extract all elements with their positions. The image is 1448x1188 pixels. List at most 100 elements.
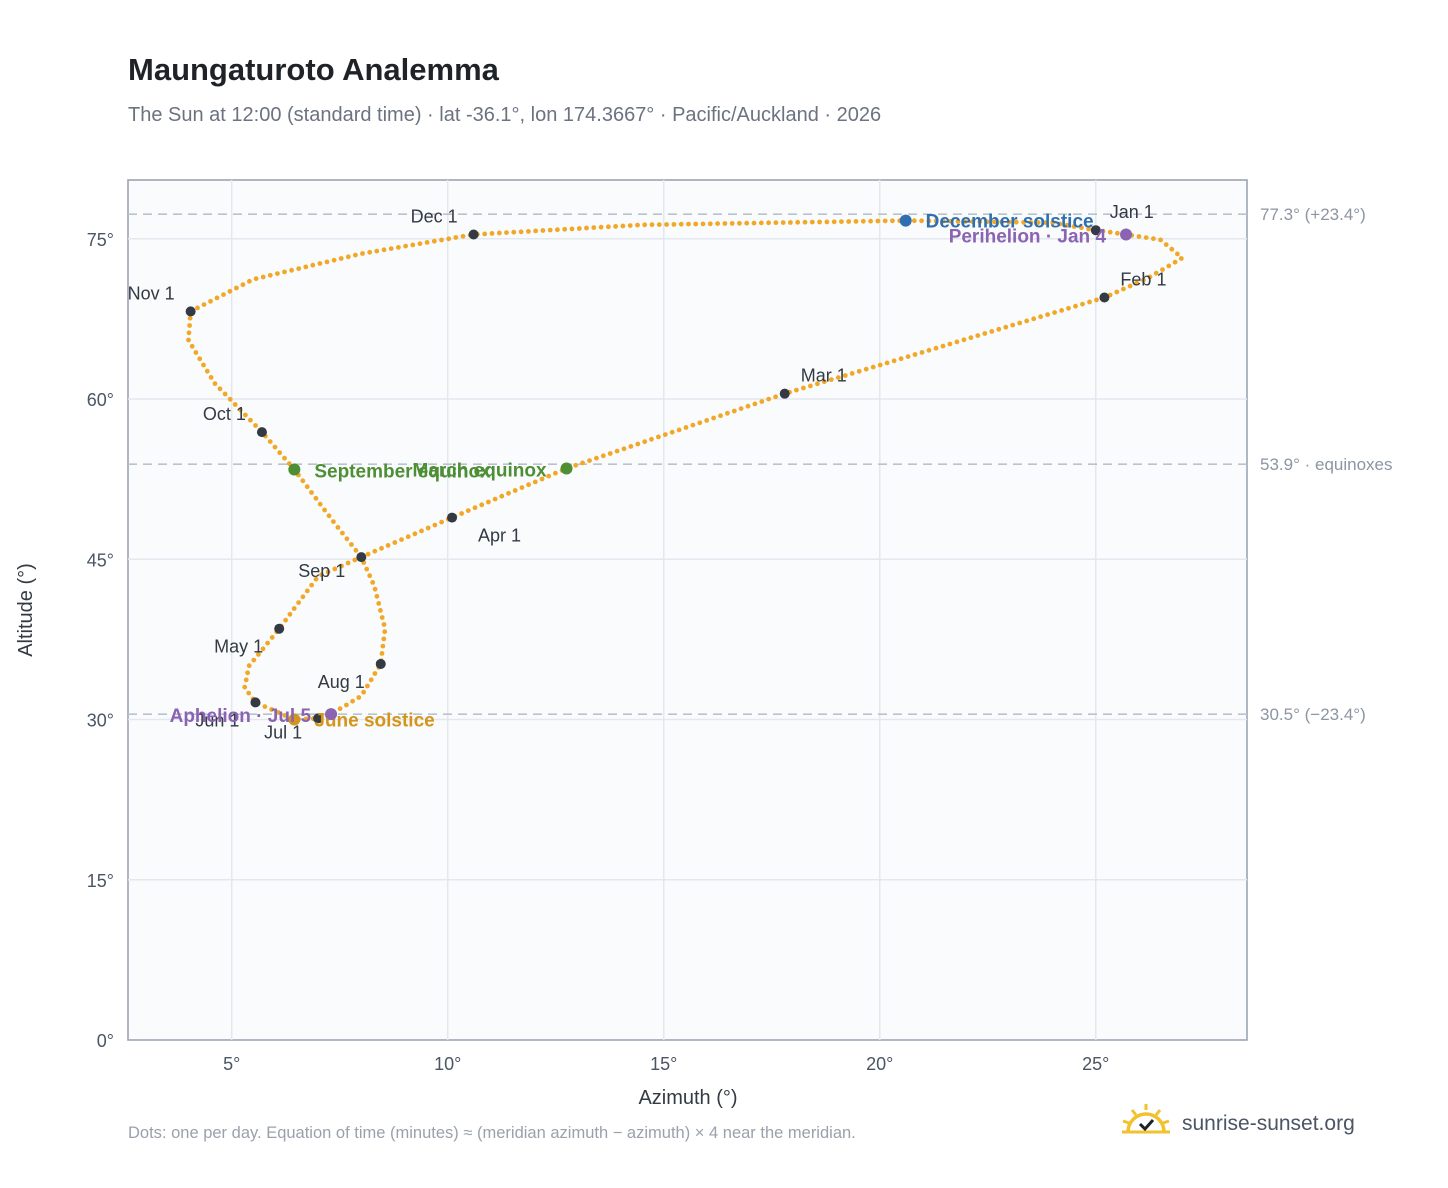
daily-dot [187,315,193,321]
daily-dot [1086,226,1091,232]
daily-dot [246,663,252,669]
daily-dot [1006,219,1012,225]
month-label: Apr 1 [478,526,521,546]
daily-dot [370,580,376,585]
x-tick-label: 5° [223,1054,240,1074]
x-tick-label: 15° [650,1054,677,1074]
daily-dot [1094,297,1099,303]
daily-dot [291,606,297,611]
reference-lines: 77.3° (+23.4°) 53.9° · equinoxes 30.5° (−2… [128,205,1393,724]
daily-dot [1172,259,1178,265]
daily-dot [766,396,772,402]
daily-dot [353,547,359,553]
daily-dot [821,379,827,385]
daily-dot [977,219,983,225]
daily-dot [649,436,654,442]
month-label: Jun 1 [195,710,239,730]
daily-dot [277,450,283,456]
daily-dot [506,490,511,496]
daily-dot [1166,263,1172,269]
event-marker [288,713,301,726]
brand-logo[interactable]: sunrise-sunset.org [1120,1103,1355,1144]
daily-dot [356,695,362,700]
daily-dot [1175,251,1180,257]
event-label: June solstice [314,711,434,732]
month-label: Jul 1 [264,722,302,742]
daily-dot [240,282,246,288]
daily-dot [546,473,552,479]
daily-dot [591,225,597,231]
daily-dot [325,569,331,575]
daily-dot [606,224,611,230]
daily-dot [1035,220,1041,225]
daily-dot [350,698,355,704]
daily-dot [562,226,568,232]
daily-dot [1064,222,1070,228]
daily-dot [221,292,226,297]
daily-dot [317,501,323,507]
daily-dot [1038,314,1043,320]
daily-dot [217,386,223,392]
daily-dot [1160,267,1165,272]
daily-dot [1136,234,1142,239]
daily-dot [989,329,995,334]
reference-line-label: 30.5° (−23.4°) [1260,705,1366,724]
daily-dot [898,356,904,362]
daily-dot [392,540,398,545]
daily-dot [234,285,239,291]
month-label: Feb 1 [1120,270,1166,290]
daily-dot [587,458,592,463]
daily-dot [1134,280,1140,286]
month-marker [447,512,458,523]
event-label: September equinox [314,462,491,483]
daily-dot [584,225,589,231]
daily-dot [335,525,341,530]
daily-dot [283,617,288,623]
daily-dot [817,219,822,225]
daily-dot [186,330,192,336]
daily-dot [607,451,613,456]
month-marker [356,552,367,563]
daily-dot [511,229,517,235]
daily-dot [870,364,876,370]
daily-dot [540,228,546,233]
daily-dot [758,220,764,226]
daily-dot [759,399,765,404]
daily-dot [459,511,464,516]
daily-dot [738,406,744,411]
daily-dot [715,221,720,227]
daily-dot [303,264,309,270]
daily-dot [309,490,314,495]
daily-dot [326,513,332,519]
daily-dot [961,337,967,343]
daily-dot [1143,235,1149,241]
daily-dot [365,683,370,689]
daily-dot [948,218,954,224]
daily-dot [671,222,677,227]
daily-dot [802,219,808,225]
daily-dot [496,230,502,236]
daily-dot [349,542,354,547]
daily-dot [884,360,890,366]
daily-dot [1028,220,1034,225]
month-marker [274,623,285,634]
daily-dot [242,684,248,690]
daily-dot [197,356,203,362]
daily-dot [381,247,387,253]
daily-dot [831,219,837,225]
daily-dot [453,235,459,240]
daily-dot [635,222,640,228]
daily-dot [272,444,278,450]
daily-dot [253,423,258,428]
daily-dot [882,218,888,224]
daily-dot [424,240,430,245]
daily-dot [195,305,200,311]
month-label: Mar 1 [801,366,847,386]
daily-dot [992,219,997,225]
daily-dot [319,572,324,578]
daily-dot [361,689,366,695]
x-tick-label: 10° [434,1054,461,1074]
daily-dot [1178,256,1184,261]
daily-dot [512,488,518,493]
daily-dot [905,354,911,359]
